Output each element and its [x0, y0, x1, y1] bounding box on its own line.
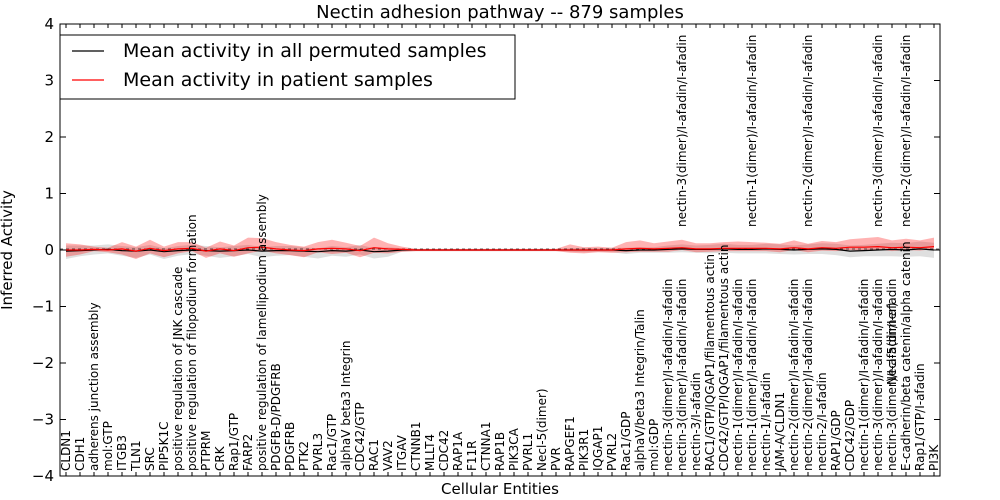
x-tick-label: Rac1/GDP [619, 412, 633, 471]
x-tick-label: PVRL1 [521, 433, 535, 471]
x-tick-label-overflow: nectin-2(dimer)/I-afadin/I-afadin [801, 35, 815, 227]
x-tick-label: nectin-3(dimer)/I-afadin/I-afadin [871, 279, 885, 471]
chart-title: Nectin adhesion pathway -- 879 samples [316, 2, 684, 23]
x-tick-label: PTK2 [297, 441, 311, 471]
x-tick-label: Rap1/GTP [227, 413, 241, 471]
x-tick-label: nectin-2(dimer)/I-afadin/I-afadin [787, 279, 801, 471]
x-tick-labels: CLDN1 CDH1 adherens junction assembly mol:G… [59, 194, 941, 472]
x-tick-label: nectin-1(dimer)/I-afadin/I-afadin [731, 279, 745, 471]
y-tick-label: 2 [44, 128, 54, 146]
x-tick-label: Rac1/GTP [325, 414, 339, 471]
legend-label-patient: Mean activity in patient samples [123, 69, 433, 91]
x-tick-label: PVRL2 [605, 433, 619, 471]
x-tick-label: mol:GTP [101, 421, 115, 471]
y-axis-label: Inferred Activity [0, 190, 16, 310]
x-tick-label-overflow: nectin-3(dimer)/I-afadin/I-afadin [871, 35, 885, 227]
x-tick-label: PDGFB-D/PDGFRB [269, 363, 283, 471]
legend-label-permuted: Mean activity in all permuted samples [123, 40, 486, 62]
x-tick-label: ITGB3 [115, 435, 129, 471]
x-tick-label: Rap1/GTP/I-afadin [913, 363, 927, 471]
x-tick-label: PDGFRB [283, 422, 297, 471]
x-tick-label: SRC [143, 447, 157, 471]
x-tick-label: PTPRM [199, 431, 213, 472]
x-axis-ticks [65, 24, 935, 476]
legend-box [59, 34, 516, 100]
x-tick-label: CDH1 [73, 437, 87, 471]
x-tick-label: nectin-2(dimer)/I-afadin/I-afadin [801, 279, 815, 471]
x-tick-label: nectin-1(dimer)/I-afadin/I-afadin [857, 279, 871, 471]
x-tick-label: positive regulation of JNK cascade [171, 267, 185, 471]
y-tick-label: 0 [44, 241, 54, 259]
x-tick-label-overflow: Necl-5(dimer) [885, 302, 899, 385]
x-tick-label: TLN1 [129, 440, 143, 472]
x-tick-label: nectin-3(dimer)/I-afadin/I-afadin [675, 279, 689, 471]
x-tick-label: E-cadherin/beta catenin/alpha catenin [899, 241, 913, 471]
y-tick-label: 4 [44, 15, 54, 33]
x-tick-label: PIK3CA [507, 427, 521, 471]
x-tick-label: PI3K [927, 444, 941, 471]
x-tick-label: CTNNB1 [409, 421, 423, 471]
x-tick-label: nectin-3(dimer)/I-afadin/I-afadin [661, 279, 675, 471]
x-tick-label: alphaV beta3 Integrin [339, 340, 353, 471]
x-tick-label: nectin-3/I-afadin [689, 372, 703, 471]
x-tick-label: CDC42 [437, 430, 451, 471]
x-tick-label: CDC42/GTP/IQGAP1/filamentous actin [717, 245, 731, 471]
x-tick-label: alphaV/beta3 Integrin/Talin [633, 309, 647, 471]
x-tick-label: CRK [213, 445, 227, 471]
y-tick-label: −2 [32, 354, 54, 372]
x-tick-label: nectin-1/I-afadin [759, 372, 773, 471]
x-tick-label: Necl-5(dimer) [535, 388, 549, 471]
x-tick-label: F11R [465, 440, 479, 471]
x-tick-label: nectin-1(dimer)/I-afadin/I-afadin [745, 279, 759, 471]
x-tick-label-overflow: nectin-3(dimer)/I-afadin/I-afadin [675, 35, 689, 227]
y-tick-label: −1 [32, 298, 54, 316]
x-tick-label: PVR [549, 447, 563, 471]
x-tick-label: nectin-2/I-afadin [815, 372, 829, 471]
x-tick-label: adherens junction assembly [87, 302, 101, 471]
x-tick-label: RAP1B [493, 432, 507, 471]
x-tick-label: CLDN1 [59, 430, 73, 471]
legend: Mean activity in all permuted samples Me… [59, 34, 516, 100]
x-tick-label: RAP1A [451, 431, 465, 471]
x-tick-label: positive regulation of lamellipodium ass… [255, 194, 269, 471]
x-tick-label: RAPGEF1 [563, 416, 577, 471]
x-tick-label: CDC42/GTP [353, 402, 367, 471]
x-tick-label-overflow: nectin-1(dimer)/I-afadin/I-afadin [745, 35, 759, 227]
series-lines [65, 245, 935, 253]
x-tick-label: IQGAP1 [591, 426, 605, 471]
y-axis-ticks: −4 −3 −2 −1 0 1 2 3 4 [32, 15, 940, 485]
line-patient [66, 245, 935, 252]
x-tick-label: CDC42/GDP [843, 400, 857, 471]
band-patient [66, 237, 934, 259]
x-tick-label: MLLT4 [423, 434, 437, 471]
x-tick-label: CTNNA1 [479, 421, 493, 471]
x-tick-label: JAM-A/CLDN1 [773, 392, 787, 472]
x-tick-label: RAC1/GTP/IQGAP1/filamentous actin [703, 254, 717, 471]
x-tick-label: PVRL3 [311, 433, 325, 471]
x-tick-label-overflow: nectin-2(dimer)/I-afadin/I-afadin [899, 35, 913, 227]
x-tick-label: positive regulation of filopodium format… [185, 214, 199, 471]
y-tick-label: 1 [44, 185, 54, 203]
x-tick-label: VAV2 [381, 440, 395, 471]
x-axis-label: Cellular Entities [441, 480, 559, 498]
y-tick-label: 3 [44, 72, 54, 90]
x-tick-label: FARP2 [241, 434, 255, 471]
x-tick-label: RAP1/GDP [829, 410, 843, 471]
overflow-labels: nectin-3(dimer)/I-afadin/I-afadin nectin-… [675, 35, 913, 385]
x-tick-label: nectin-3(dimer)/I-afadin/I-afadin [885, 279, 899, 471]
y-tick-label: −4 [32, 467, 54, 485]
x-tick-label: PIP5K1C [157, 421, 171, 471]
plot-area: CLDN1 CDH1 adherens junction assembly mol:G… [32, 15, 941, 485]
x-tick-label: ITGAV [395, 434, 409, 471]
y-tick-label: −3 [32, 411, 54, 429]
x-tick-label: PIK3R1 [577, 429, 591, 471]
x-tick-label: RAC1 [367, 439, 381, 471]
x-tick-label: mol:GDP [647, 419, 661, 471]
